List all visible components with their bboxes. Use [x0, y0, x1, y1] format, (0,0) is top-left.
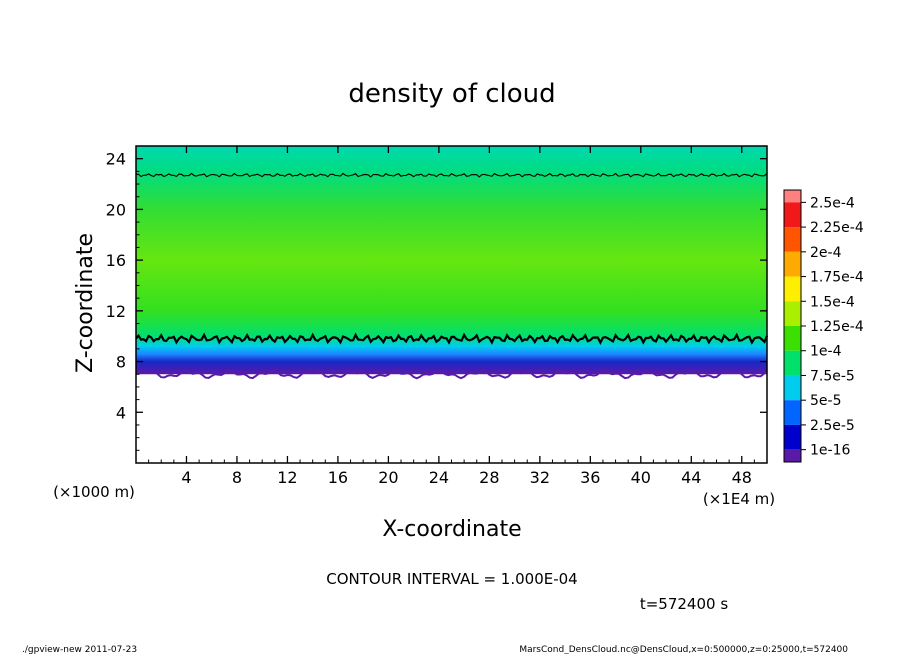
- colorbar-swatch: [784, 227, 801, 252]
- colorbar-swatch: [784, 251, 801, 277]
- x-tick-label: 16: [328, 468, 348, 487]
- colorbar-swatch: [784, 400, 801, 425]
- colorbar: 2.5e-4 2.25e-4 2e-4 1.75e-4 1.5e-4 1.25e-4 1e-…: [783, 189, 864, 463]
- plot-area: [135, 145, 769, 464]
- x-tick-label: 28: [479, 468, 499, 487]
- time-label: t=572400 s: [640, 595, 728, 613]
- x-tick-label: 20: [378, 468, 398, 487]
- y-tick-label: 4: [116, 403, 126, 422]
- colorbar-label: 5e-5: [810, 393, 841, 409]
- y-tick-label: 20: [106, 200, 126, 219]
- colorbar-swatch: [784, 301, 801, 326]
- x-tick-label: 8: [232, 468, 242, 487]
- contour-line: [135, 332, 769, 346]
- x-tick-label: 32: [530, 468, 550, 487]
- y-tick-label: 8: [116, 353, 126, 372]
- footer-right: MarsCond_DensCloud.nc@DensCloud,x=0:5000…: [519, 645, 848, 654]
- y-tick-label: 12: [106, 302, 126, 321]
- colorbar-swatch: [784, 424, 801, 450]
- y-axis-label: Z-coordinate: [73, 233, 98, 373]
- colorbar-label: 2.5e-4: [810, 195, 855, 211]
- colorbar-label: 1e-16: [810, 443, 850, 459]
- x-unit-label: (×1E4 m): [703, 490, 775, 508]
- colorbar-label: 1e-4: [810, 344, 842, 360]
- colorbar-label: 1.75e-4: [810, 270, 864, 286]
- colorbar-label: 2.25e-4: [810, 220, 864, 236]
- cloud-base-edge: [135, 369, 768, 380]
- colorbar-swatch: [784, 350, 801, 376]
- chart-title: density of cloud: [348, 79, 555, 109]
- colorbar-swatch: [784, 449, 801, 462]
- x-tick-label: 36: [580, 468, 600, 487]
- x-tick-label: 44: [681, 468, 701, 487]
- contour-line: [135, 172, 768, 178]
- contour-lines: [135, 172, 769, 346]
- x-tick-label: 48: [732, 468, 752, 487]
- y-tick-label: 16: [106, 251, 126, 270]
- x-tick-label: 12: [277, 468, 297, 487]
- y-axis: 4 8 12 16 20 24: [106, 150, 767, 451]
- y-unit-label: (×1000 m): [53, 483, 135, 501]
- x-tick-label: 24: [429, 468, 449, 487]
- colorbar-label: 7.5e-5: [810, 368, 855, 384]
- footer-left: ./gpview-new 2011-07-23: [22, 645, 137, 654]
- colorbar-swatch: [784, 276, 801, 302]
- x-tick-label: 4: [181, 468, 191, 487]
- y-tick-label: 24: [106, 150, 126, 169]
- x-tick-label: 40: [631, 468, 651, 487]
- colorbar-swatch: [784, 375, 801, 401]
- colorbar-label: 1.25e-4: [810, 319, 864, 335]
- contour-interval-text: CONTOUR INTERVAL = 1.000E-04: [326, 570, 577, 588]
- colorbar-swatch: [784, 190, 801, 203]
- x-axis-label: X-coordinate: [382, 517, 521, 542]
- colorbar-swatch: [784, 326, 801, 351]
- x-axis: 4 8 12 16 20 24 28 32 36 40 44 48: [148, 146, 755, 487]
- colorbar-swatch: [784, 202, 801, 228]
- colorbar-label: 1.5e-4: [810, 294, 855, 310]
- colorbar-label: 2e-4: [810, 245, 842, 261]
- colorbar-label: 2.5e-5: [810, 418, 855, 434]
